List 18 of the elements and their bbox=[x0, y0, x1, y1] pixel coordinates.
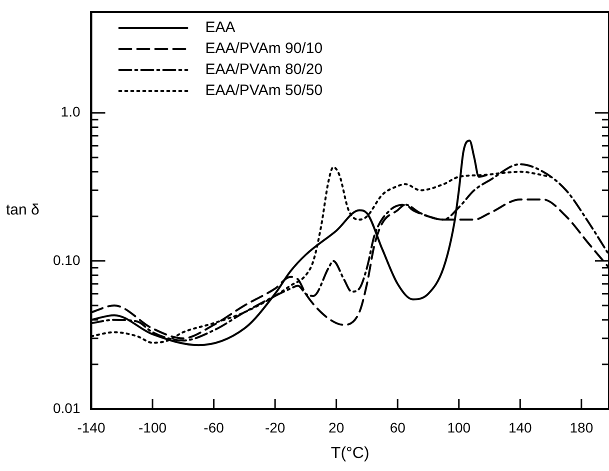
legend-label: EAA/PVAm 50/50 bbox=[205, 82, 323, 100]
legend-label: EAA/PVAm 80/20 bbox=[205, 61, 323, 78]
x-tick-label: 20 bbox=[328, 419, 344, 436]
y-axis-title: tan δ bbox=[6, 202, 40, 219]
x-tick-label: 60 bbox=[390, 419, 406, 436]
legend-label: EAA bbox=[205, 19, 236, 36]
x-tick-label: -140 bbox=[77, 419, 106, 436]
x-tick-label: -60 bbox=[204, 419, 224, 436]
x-tick-label: 180 bbox=[570, 419, 594, 436]
x-axis-title: T(°C) bbox=[330, 444, 370, 462]
y-tick-label: 0.01 bbox=[53, 400, 80, 416]
x-tick-label: 100 bbox=[447, 419, 471, 436]
y-tick-label: 1.0 bbox=[60, 104, 80, 120]
x-tick-label: 140 bbox=[508, 419, 532, 436]
y-tick-label: 0.10 bbox=[53, 252, 80, 268]
x-tick-label: -20 bbox=[264, 419, 286, 436]
legend-label: EAA/PVAm 90/10 bbox=[205, 40, 323, 58]
x-tick-label: -100 bbox=[138, 419, 167, 436]
